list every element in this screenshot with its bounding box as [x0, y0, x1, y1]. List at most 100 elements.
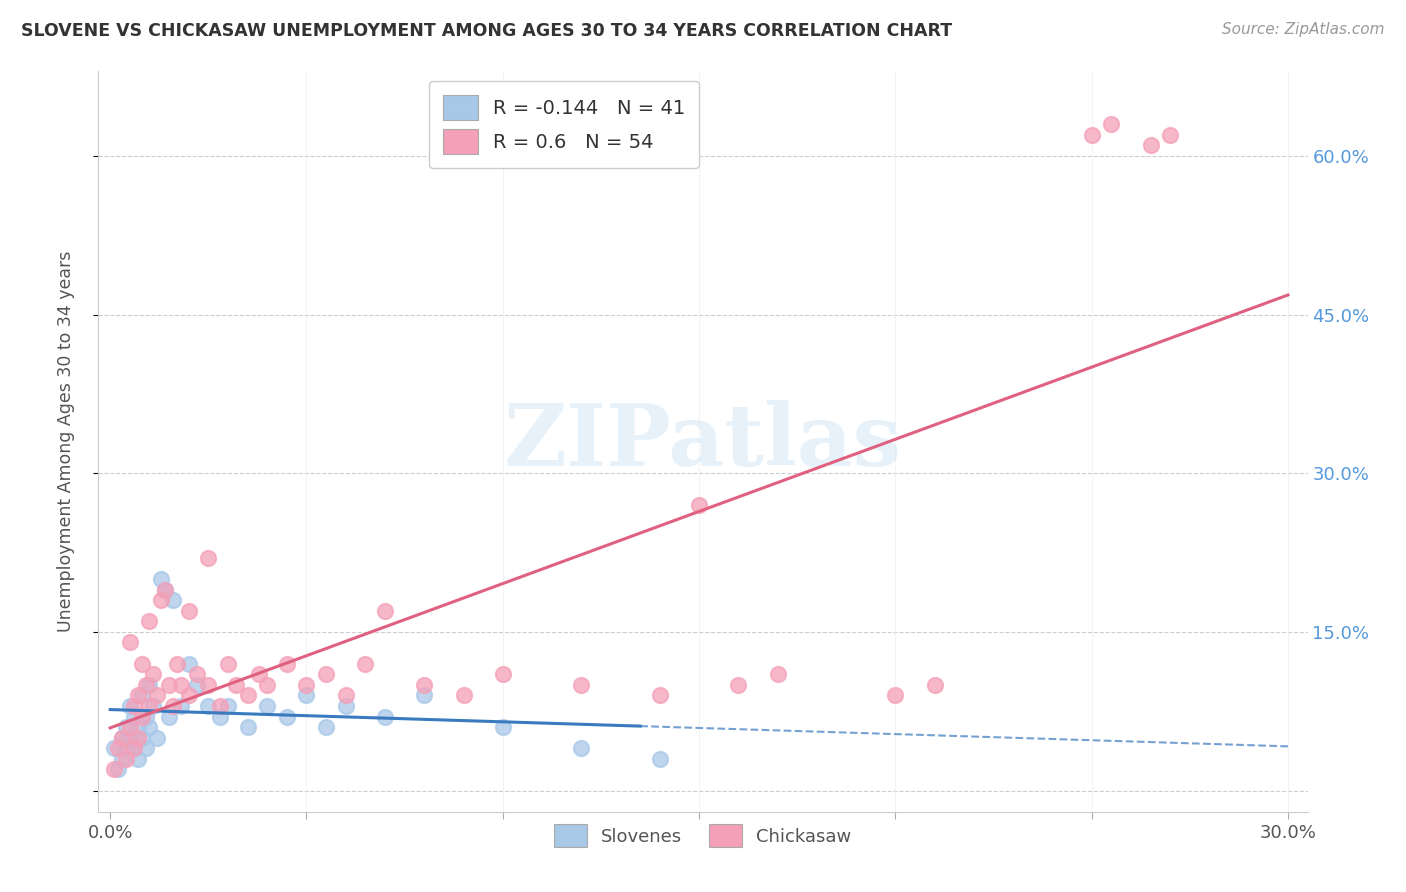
Point	[135, 741, 157, 756]
Point	[276, 657, 298, 671]
Point	[170, 698, 193, 713]
Point	[1139, 138, 1161, 153]
Point	[335, 698, 357, 713]
Point	[256, 698, 278, 713]
Point	[217, 698, 239, 713]
Point	[146, 731, 169, 745]
Point	[135, 709, 157, 723]
Point	[111, 731, 134, 745]
Point	[884, 689, 907, 703]
Point	[157, 678, 180, 692]
Point	[1099, 117, 1122, 131]
Point	[492, 720, 515, 734]
Point	[688, 498, 710, 512]
Point	[115, 752, 138, 766]
Point	[153, 582, 176, 597]
Point	[247, 667, 270, 681]
Point	[374, 604, 396, 618]
Point	[236, 689, 259, 703]
Point	[153, 582, 176, 597]
Point	[138, 678, 160, 692]
Point	[138, 720, 160, 734]
Point	[170, 678, 193, 692]
Point	[648, 689, 671, 703]
Point	[111, 731, 134, 745]
Point	[924, 678, 946, 692]
Point	[295, 678, 318, 692]
Point	[127, 752, 149, 766]
Point	[225, 678, 247, 692]
Point	[209, 698, 232, 713]
Point	[138, 698, 160, 713]
Point	[197, 678, 219, 692]
Point	[107, 741, 129, 756]
Point	[335, 689, 357, 703]
Text: Source: ZipAtlas.com: Source: ZipAtlas.com	[1222, 22, 1385, 37]
Point	[138, 615, 160, 629]
Point	[177, 657, 200, 671]
Point	[118, 635, 141, 649]
Y-axis label: Unemployment Among Ages 30 to 34 years: Unemployment Among Ages 30 to 34 years	[56, 251, 75, 632]
Point	[142, 667, 165, 681]
Point	[118, 698, 141, 713]
Point	[131, 689, 153, 703]
Point	[569, 741, 592, 756]
Text: ZIPatlas: ZIPatlas	[503, 400, 903, 483]
Point	[236, 720, 259, 734]
Text: SLOVENE VS CHICKASAW UNEMPLOYMENT AMONG AGES 30 TO 34 YEARS CORRELATION CHART: SLOVENE VS CHICKASAW UNEMPLOYMENT AMONG …	[21, 22, 952, 40]
Point	[315, 667, 337, 681]
Point	[122, 741, 145, 756]
Point	[453, 689, 475, 703]
Point	[295, 689, 318, 703]
Point	[127, 689, 149, 703]
Point	[413, 678, 436, 692]
Point	[131, 709, 153, 723]
Point	[127, 731, 149, 745]
Legend: Slovenes, Chickasaw: Slovenes, Chickasaw	[547, 817, 859, 855]
Point	[209, 709, 232, 723]
Point	[276, 709, 298, 723]
Point	[162, 698, 184, 713]
Point	[256, 678, 278, 692]
Point	[118, 731, 141, 745]
Point	[197, 550, 219, 565]
Point	[127, 720, 149, 734]
Point	[131, 731, 153, 745]
Point	[766, 667, 789, 681]
Point	[186, 678, 208, 692]
Point	[103, 763, 125, 777]
Point	[122, 698, 145, 713]
Point	[569, 678, 592, 692]
Point	[142, 698, 165, 713]
Point	[146, 689, 169, 703]
Point	[315, 720, 337, 734]
Point	[186, 667, 208, 681]
Point	[374, 709, 396, 723]
Point	[103, 741, 125, 756]
Point	[1080, 128, 1102, 142]
Point	[197, 698, 219, 713]
Point	[492, 667, 515, 681]
Point	[115, 720, 138, 734]
Point	[111, 752, 134, 766]
Point	[648, 752, 671, 766]
Point	[177, 604, 200, 618]
Point	[150, 593, 173, 607]
Point	[177, 689, 200, 703]
Point	[122, 709, 145, 723]
Point	[131, 657, 153, 671]
Point	[166, 657, 188, 671]
Point	[107, 763, 129, 777]
Point	[135, 678, 157, 692]
Point	[122, 741, 145, 756]
Point	[354, 657, 377, 671]
Point	[150, 572, 173, 586]
Point	[157, 709, 180, 723]
Point	[115, 741, 138, 756]
Point	[1159, 128, 1181, 142]
Point	[118, 720, 141, 734]
Point	[727, 678, 749, 692]
Point	[162, 593, 184, 607]
Point	[217, 657, 239, 671]
Point	[413, 689, 436, 703]
